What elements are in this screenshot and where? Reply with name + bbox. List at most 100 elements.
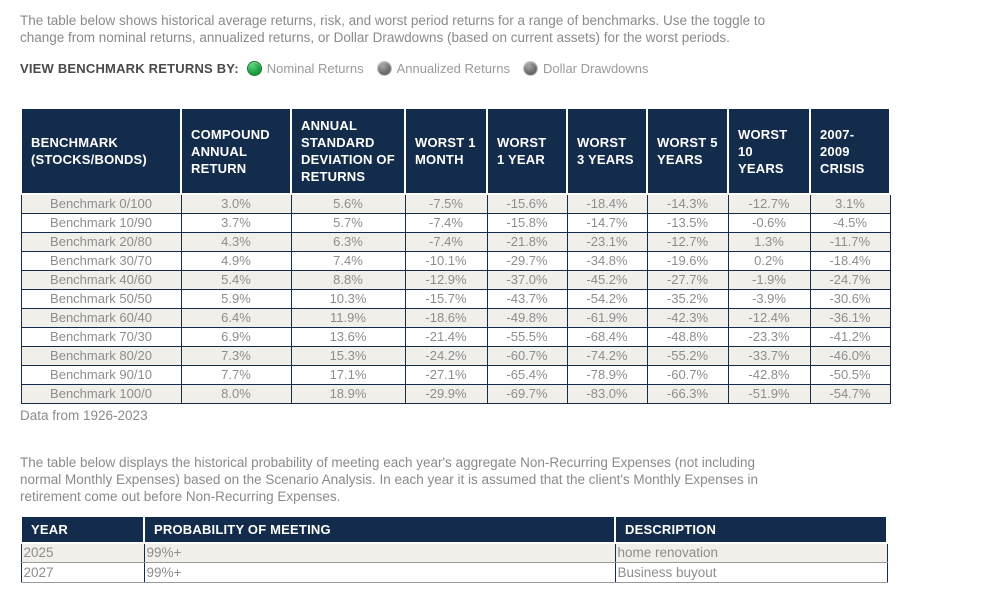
table-cell: 99%+ <box>143 562 616 583</box>
table-cell: -13.5% <box>646 212 729 233</box>
table-row: Benchmark 0/100 3.0% 5.6% -7.5% -15.6% -18.4%… <box>20 193 891 214</box>
table-cell: -51.9% <box>727 383 811 404</box>
table-cell: Benchmark 30/70 <box>20 250 182 271</box>
table-cell: -42.3% <box>646 307 729 328</box>
table-cell: -74.2% <box>566 345 648 366</box>
radio-unselected-icon[interactable] <box>523 60 539 76</box>
table-cell: -11.7% <box>809 231 891 252</box>
table-cell: 5.4% <box>180 269 292 290</box>
table-cell: -7.5% <box>404 193 488 214</box>
table-cell: 7.7% <box>180 364 292 385</box>
radio-option-label: Annualized Returns <box>396 60 511 76</box>
table-row: Benchmark 60/40 6.4% 11.9% -18.6% -49.8% -61.… <box>20 307 891 328</box>
table-cell: -27.7% <box>646 269 729 290</box>
table-cell: -35.2% <box>646 288 729 309</box>
benchmark-intro-paragraph: The table below shows historical average… <box>20 13 766 45</box>
table-cell: 7.4% <box>290 250 406 271</box>
table-cell: -23.1% <box>566 231 648 252</box>
table-cell: -50.5% <box>809 364 891 385</box>
probability-table-body: 2025 99%+ home renovation 2027 99%+ Business … <box>20 542 888 583</box>
table-cell: -66.3% <box>646 383 729 404</box>
radio-option-nominal-returns[interactable]: Nominal Returns <box>246 60 364 76</box>
column-header: DESCRIPTION <box>614 514 888 544</box>
table-cell: -60.7% <box>486 345 568 366</box>
table-cell: -27.1% <box>404 364 488 385</box>
table-cell: 4.9% <box>180 250 292 271</box>
table-row: Benchmark 70/30 6.9% 13.6% -21.4% -55.5% -68.… <box>20 326 891 347</box>
table-cell: Benchmark 40/60 <box>20 269 182 290</box>
table-cell: -49.8% <box>486 307 568 328</box>
table-cell: -18.4% <box>566 193 648 214</box>
table-cell: -29.9% <box>404 383 488 404</box>
table-cell: -14.3% <box>646 193 729 214</box>
table-cell: 7.3% <box>180 345 292 366</box>
table-cell: -54.7% <box>809 383 891 404</box>
table-cell: 17.1% <box>290 364 406 385</box>
table-cell: -36.1% <box>809 307 891 328</box>
table-cell: -10.1% <box>404 250 488 271</box>
benchmark-returns-table: BENCHMARK (STOCKS/BONDS) COMPOUND ANNUAL… <box>20 107 891 404</box>
table-cell: 18.9% <box>290 383 406 404</box>
table-cell: 2025 <box>20 542 145 563</box>
table-cell: -78.9% <box>566 364 648 385</box>
table-cell: Benchmark 10/90 <box>20 212 182 233</box>
table-cell: Benchmark 20/80 <box>20 231 182 252</box>
table-cell: -18.6% <box>404 307 488 328</box>
column-header: YEAR <box>20 514 145 544</box>
table-cell: Benchmark 70/30 <box>20 326 182 347</box>
table-cell: home renovation <box>614 542 888 563</box>
table-cell: 3.7% <box>180 212 292 233</box>
table-cell: 0.2% <box>727 250 811 271</box>
table-cell: -15.6% <box>486 193 568 214</box>
radio-option-annualized-returns[interactable]: Annualized Returns <box>376 60 511 76</box>
data-range-footnote: Data from 1926-2023 <box>20 407 148 423</box>
table-cell: -7.4% <box>404 231 488 252</box>
radio-selected-icon[interactable] <box>246 60 262 76</box>
table-cell: 3.0% <box>180 193 292 214</box>
expenses-intro-paragraph: The table below displays the historical … <box>20 454 758 504</box>
table-cell: -48.8% <box>646 326 729 347</box>
table-cell: -15.8% <box>486 212 568 233</box>
table-cell: -43.7% <box>486 288 568 309</box>
table-cell: Benchmark 60/40 <box>20 307 182 328</box>
column-header: WORST 10 YEARS <box>727 107 811 195</box>
table-cell: 8.8% <box>290 269 406 290</box>
table-cell: Benchmark 100/0 <box>20 383 182 404</box>
column-header: 2007-2009 CRISIS <box>809 107 891 195</box>
table-row: Benchmark 10/90 3.7% 5.7% -7.4% -15.8% -14.7%… <box>20 212 891 233</box>
radio-unselected-icon[interactable] <box>376 60 392 76</box>
table-cell: -33.7% <box>727 345 811 366</box>
table-cell: 6.4% <box>180 307 292 328</box>
table-cell: -12.4% <box>727 307 811 328</box>
benchmark-returns-toggle-group: VIEW BENCHMARK RETURNS BY: Nominal Retur… <box>20 59 980 77</box>
radio-option-label: Dollar Drawdowns <box>543 60 649 76</box>
table-cell: Benchmark 90/10 <box>20 364 182 385</box>
table-cell: -37.0% <box>486 269 568 290</box>
table-cell: -69.7% <box>486 383 568 404</box>
table-row: 2025 99%+ home renovation <box>20 542 888 563</box>
table-header-row: YEAR PROBABILITY OF MEETING DESCRIPTION <box>20 514 888 544</box>
table-cell: Benchmark 80/20 <box>20 345 182 366</box>
table-cell: 6.3% <box>290 231 406 252</box>
table-cell: Business buyout <box>614 562 888 583</box>
table-cell: 99%+ <box>143 542 616 563</box>
table-cell: 10.3% <box>290 288 406 309</box>
radio-option-dollar-drawdowns[interactable]: Dollar Drawdowns <box>523 60 649 76</box>
table-row: Benchmark 80/20 7.3% 15.3% -24.2% -60.7% -74.… <box>20 345 891 366</box>
table-cell: 13.6% <box>290 326 406 347</box>
table-cell: -24.7% <box>809 269 891 290</box>
table-cell: -42.8% <box>727 364 811 385</box>
table-cell: -1.9% <box>727 269 811 290</box>
column-header: BENCHMARK (STOCKS/BONDS) <box>20 107 182 195</box>
table-cell: -46.0% <box>809 345 891 366</box>
table-cell: -12.7% <box>727 193 811 214</box>
table-cell: -41.2% <box>809 326 891 347</box>
table-cell: -68.4% <box>566 326 648 347</box>
table-cell: -0.6% <box>727 212 811 233</box>
table-cell: Benchmark 50/50 <box>20 288 182 309</box>
table-row: Benchmark 100/0 8.0% 18.9% -29.9% -69.7% -83.… <box>20 383 891 404</box>
table-cell: 11.9% <box>290 307 406 328</box>
table-header-row: BENCHMARK (STOCKS/BONDS) COMPOUND ANNUAL… <box>20 107 891 195</box>
table-cell: -30.6% <box>809 288 891 309</box>
table-cell: 5.7% <box>290 212 406 233</box>
